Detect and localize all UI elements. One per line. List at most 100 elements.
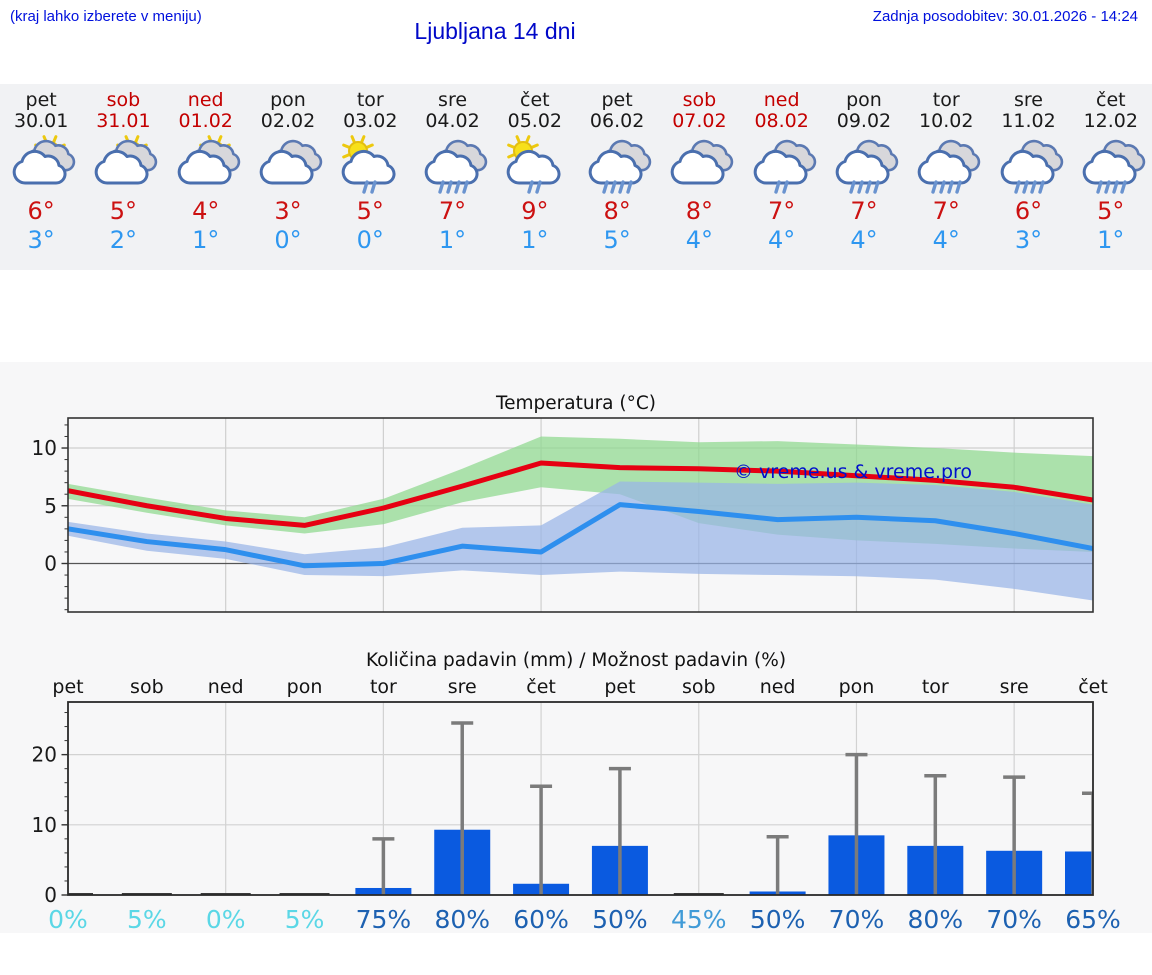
precip-probability: 80% [434, 905, 490, 933]
precip-bar [1065, 851, 1093, 895]
day-min-temp: 1° [1097, 226, 1125, 254]
day-min-temp: 4° [932, 226, 960, 254]
precip-probability: 0% [206, 905, 246, 933]
day-label: sob [130, 676, 164, 698]
y-axis: 0 5 10 [32, 424, 68, 611]
day-label: pon [287, 676, 323, 698]
precip-probability: 5% [285, 905, 325, 933]
day-label: sob [682, 676, 716, 698]
day-date: 31.01 [96, 110, 151, 132]
day-date: 12.02 [1083, 110, 1138, 132]
precip-bar-zero [673, 893, 724, 895]
cloud-icon [424, 149, 479, 185]
precip-probability: 0% [48, 905, 88, 933]
cloud-icon [588, 149, 643, 185]
page-title: Ljubljana 14 dni [414, 18, 576, 44]
day-name: tor [356, 89, 384, 111]
day-column-10.02: tor 10.02 7° 4° [905, 84, 987, 270]
precip-probability: 75% [356, 905, 412, 933]
chart-title: Temperatura (°C) [495, 393, 656, 414]
day-label: pon [839, 676, 875, 698]
day-column-12.02: čet 12.02 5° 1° [1070, 84, 1152, 270]
day-column-02.02: pon 02.02 3° 0° [247, 84, 329, 270]
day-min-temp: 0° [356, 226, 384, 254]
day-label: pet [604, 676, 635, 698]
partly-sunny-icon [12, 135, 76, 185]
day-column-08.02: ned 08.02 7° 4° [741, 84, 823, 270]
rain-drops-icon [362, 180, 377, 194]
day-min-temp: 1° [192, 226, 220, 254]
day-date: 10.02 [919, 110, 974, 132]
min-temp-line [68, 502, 1093, 569]
cloud-icon [259, 149, 314, 185]
day-column-05.02: čet 05.02 9° 1° [494, 84, 576, 270]
cloud-icon [753, 149, 808, 185]
day-label: tor [922, 676, 949, 698]
day-name: sre [1014, 89, 1043, 111]
plot-area [68, 436, 1093, 601]
cloud-icon [835, 149, 890, 185]
day-name: sob [106, 89, 141, 111]
forecast-strip: pet 30.01 6° 3° sob 31.01 5° 2° ned 01.02 4° 1° pon 0… [0, 84, 1152, 270]
precip-probability: 60% [513, 905, 569, 933]
day-date: 07.02 [672, 110, 727, 132]
day-min-temp: 1° [521, 226, 549, 254]
day-label: sre [1000, 676, 1029, 698]
cloud-icon [671, 149, 725, 185]
day-min-temp: 4° [850, 226, 878, 254]
day-date: 02.02 [260, 110, 316, 132]
cloudy-icon [671, 139, 734, 185]
precipitation-chart: Količina padavin (mm) / Možnost padavin … [32, 650, 1121, 933]
day-date: 03.02 [343, 110, 398, 132]
day-name: pet [25, 89, 57, 111]
day-column-31.01: sob 31.01 5° 2° [82, 84, 164, 270]
day-date: 30.01 [13, 110, 69, 132]
day-name: pon [270, 89, 306, 111]
rain-drops-icon [773, 180, 789, 194]
sun-light-rain-icon [341, 135, 396, 194]
day-name: sre [438, 89, 468, 111]
day-label: tor [370, 676, 397, 698]
cloud-icon [12, 149, 67, 185]
day-date: 05.02 [507, 110, 563, 132]
y-tick-label: 20 [32, 743, 57, 767]
chart-title: Količina padavin (mm) / Možnost padavin … [366, 650, 786, 671]
rain-drops-icon [602, 180, 633, 194]
precip-probability: 80% [908, 905, 964, 933]
precip-probability: 70% [829, 905, 885, 933]
day-date: 06.02 [589, 110, 645, 132]
precip-probability: 70% [986, 905, 1042, 933]
day-max-temp: 7° [768, 197, 796, 225]
rain-icon [1000, 139, 1063, 194]
cloud-icon [177, 149, 232, 185]
y-tick-label: 0 [44, 883, 57, 907]
rain-drops-icon [1013, 180, 1045, 194]
day-label: ned [760, 676, 796, 698]
day-column-03.02: tor 03.02 5° 0° [329, 84, 411, 270]
y-tick-label: 10 [32, 436, 57, 460]
temperature-chart: Temperatura (°C) © vreme.us & vreme.pro 0 5… [32, 393, 1094, 613]
day-max-temp: 9° [521, 197, 549, 225]
day-name: čet [1096, 89, 1126, 111]
day-max-temp: 5° [356, 197, 384, 225]
day-max-temp: 4° [192, 197, 220, 225]
day-label: pet [52, 676, 83, 698]
precip-probability: 50% [592, 905, 648, 933]
cloud-icon [506, 149, 561, 185]
precip-probability: 65% [1065, 905, 1121, 933]
day-min-temp: 5° [603, 226, 631, 254]
day-column-06.02: pet 06.02 8° 5° [576, 84, 658, 270]
day-max-temp: 3° [274, 197, 302, 225]
day-column-11.02: sre 11.02 6° 3° [987, 84, 1069, 270]
y-tick-label: 5 [44, 494, 57, 518]
day-column-01.02: ned 01.02 4° 1° [165, 84, 247, 270]
day-label: ned [208, 676, 244, 698]
max-temp-line [68, 460, 1093, 528]
day-name: pon [846, 89, 882, 111]
day-column-30.01: pet 30.01 6° 3° [0, 84, 82, 270]
y-tick-label: 10 [32, 813, 57, 837]
precip-probability: 5% [127, 905, 167, 933]
day-max-temp: 8° [685, 197, 714, 225]
day-max-temp: 8° [603, 197, 631, 225]
day-name: ned [763, 89, 800, 111]
